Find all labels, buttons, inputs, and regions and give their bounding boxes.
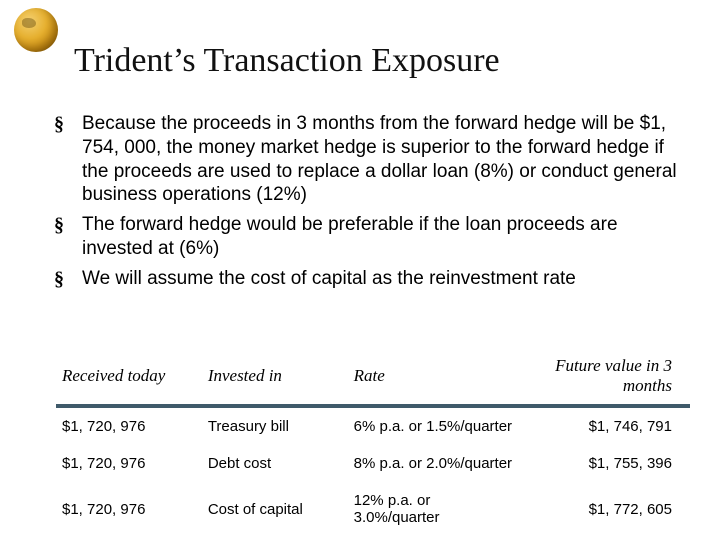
comparison-table: Received today Invested in Rate Future v… — [56, 346, 690, 536]
bullet-item: We will assume the cost of capital as th… — [54, 267, 680, 291]
cell-received: $1, 720, 976 — [56, 445, 202, 482]
cell-rate: 6% p.a. or 1.5%/quarter — [348, 406, 526, 445]
col-header-rate: Rate — [348, 346, 526, 406]
cell-received: $1, 720, 976 — [56, 482, 202, 536]
table-row: $1, 720, 976 Cost of capital 12% p.a. or… — [56, 482, 690, 536]
col-header-future: Future value in 3 months — [525, 346, 690, 406]
bullet-item: The forward hedge would be preferable if… — [54, 213, 680, 261]
bullet-item: Because the proceeds in 3 months from th… — [54, 112, 680, 207]
cell-invested: Treasury bill — [202, 406, 348, 445]
slide-title: Trident’s Transaction Exposure — [74, 42, 700, 80]
cell-received: $1, 720, 976 — [56, 406, 202, 445]
bullet-list: Because the proceeds in 3 months from th… — [54, 112, 680, 296]
col-header-invested: Invested in — [202, 346, 348, 406]
cell-rate: 12% p.a. or 3.0%/quarter — [348, 482, 526, 536]
table: Received today Invested in Rate Future v… — [56, 346, 690, 536]
col-header-received: Received today — [56, 346, 202, 406]
slide: Trident’s Transaction Exposure Because t… — [0, 0, 720, 540]
cell-future: $1, 755, 396 — [525, 445, 690, 482]
cell-rate: 8% p.a. or 2.0%/quarter — [348, 445, 526, 482]
cell-invested: Cost of capital — [202, 482, 348, 536]
cell-future: $1, 772, 605 — [525, 482, 690, 536]
table-header-row: Received today Invested in Rate Future v… — [56, 346, 690, 406]
cell-invested: Debt cost — [202, 445, 348, 482]
table-row: $1, 720, 976 Treasury bill 6% p.a. or 1.… — [56, 406, 690, 445]
table-row: $1, 720, 976 Debt cost 8% p.a. or 2.0%/q… — [56, 445, 690, 482]
globe-icon — [14, 8, 58, 52]
cell-future: $1, 746, 791 — [525, 406, 690, 445]
